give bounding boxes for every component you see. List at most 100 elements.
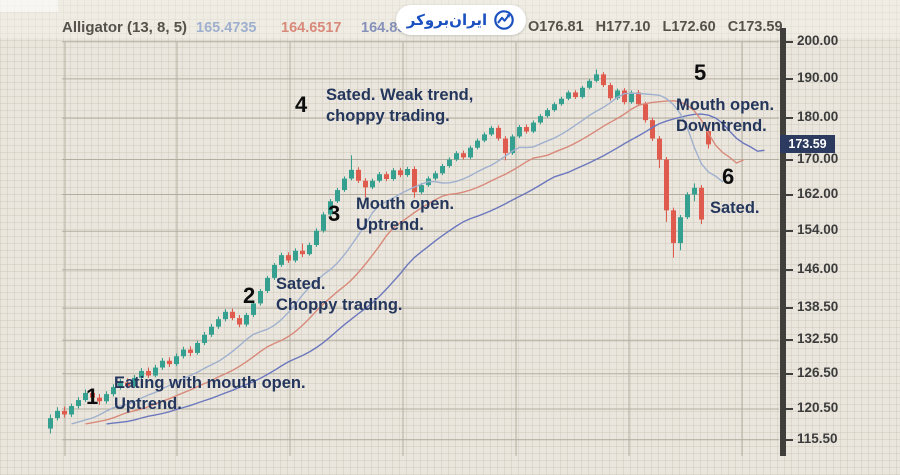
candle-down bbox=[62, 410, 67, 415]
candle-up bbox=[335, 190, 340, 202]
candle-down bbox=[601, 74, 606, 86]
candle-up bbox=[265, 277, 270, 292]
candle-up bbox=[132, 377, 137, 386]
candle-up bbox=[181, 349, 186, 357]
candle-up bbox=[104, 394, 109, 402]
annotation-number-5: 5 bbox=[694, 60, 707, 85]
candle-up bbox=[76, 400, 81, 407]
annotation-text-5: Mouth open. Downtrend. bbox=[676, 96, 775, 135]
candle-down bbox=[90, 392, 95, 398]
candle-up bbox=[454, 153, 459, 160]
axis-tick bbox=[786, 438, 793, 441]
annotation-text-1: Eating with mouth open. Uptrend. bbox=[114, 374, 306, 413]
candle-up bbox=[202, 334, 207, 343]
candle-up bbox=[615, 90, 620, 99]
candle-down bbox=[384, 174, 389, 180]
candle-down bbox=[503, 138, 508, 154]
annotation-number-1: 1 bbox=[86, 384, 99, 409]
candle-down bbox=[125, 382, 130, 386]
candle-down bbox=[524, 127, 529, 132]
candle-down bbox=[664, 159, 669, 211]
candle-down bbox=[706, 131, 711, 145]
candle-up bbox=[433, 173, 438, 179]
broker-logo: ایران‌بروکر bbox=[396, 5, 526, 35]
annotation-number-3: 3 bbox=[328, 201, 341, 226]
candle-down bbox=[636, 92, 641, 105]
axis-price-label: 154.00 bbox=[797, 222, 839, 238]
candle-down bbox=[146, 370, 151, 376]
axis-tick bbox=[786, 307, 793, 310]
alligator-teeth-line bbox=[85, 99, 744, 425]
candle-down bbox=[650, 120, 655, 139]
alligator-lips-line bbox=[71, 92, 731, 425]
candle-up bbox=[349, 169, 354, 179]
annotation-text-3: Mouth open. Uptrend. bbox=[356, 195, 455, 234]
candle-down bbox=[398, 170, 403, 176]
candle-up bbox=[629, 92, 634, 103]
candle-up bbox=[440, 165, 445, 174]
candle-up bbox=[160, 360, 165, 368]
candle-up bbox=[293, 250, 298, 261]
candle-up bbox=[580, 87, 585, 98]
candle-down bbox=[356, 169, 361, 181]
candle-down bbox=[573, 92, 578, 98]
candle-up bbox=[83, 392, 88, 401]
annotation-number-2: 2 bbox=[243, 283, 256, 308]
axis-tick bbox=[786, 193, 793, 196]
axis-tick bbox=[786, 230, 793, 233]
candle-up bbox=[482, 134, 487, 141]
price-axis-bar[interactable] bbox=[780, 28, 786, 456]
candle-up bbox=[209, 326, 214, 335]
candle-up bbox=[118, 382, 123, 388]
annotation-text-4: Sated. Weak trend, choppy trading. bbox=[326, 86, 474, 125]
candle-up bbox=[587, 80, 592, 88]
axis-tick bbox=[786, 339, 793, 342]
candle-up bbox=[251, 303, 256, 315]
axis-price-label: 170.00 bbox=[797, 150, 839, 166]
candle-down bbox=[363, 180, 368, 188]
candle-up bbox=[447, 159, 452, 166]
annotation-number-6: 6 bbox=[722, 164, 735, 189]
high-value: H177.10 bbox=[595, 19, 651, 35]
candle-up bbox=[153, 367, 158, 376]
axis-price-label: 120.50 bbox=[797, 400, 839, 416]
axis-tick bbox=[786, 158, 793, 161]
candle-down bbox=[699, 187, 704, 220]
candle-up bbox=[692, 187, 697, 195]
candle-up bbox=[510, 136, 515, 154]
candle-down bbox=[657, 138, 662, 160]
ohlc-readout: O176.81 H177.10 L172.60 C173.59 bbox=[528, 19, 783, 35]
candle-up bbox=[328, 201, 333, 215]
annotation-text-6: Sated. bbox=[710, 199, 760, 217]
indicator-value-teeth: 164.6517 bbox=[281, 20, 342, 36]
last-price-badge: 173.59 bbox=[780, 135, 835, 154]
candle-up bbox=[314, 230, 319, 245]
candle-up bbox=[566, 92, 571, 99]
axis-price-label: 115.50 bbox=[797, 430, 838, 446]
axis-price-label: 162.00 bbox=[797, 185, 839, 201]
candle-down bbox=[286, 255, 291, 261]
axis-price-label: 180.00 bbox=[797, 109, 839, 125]
candle-up bbox=[195, 342, 200, 353]
candle-up bbox=[517, 127, 522, 137]
candle-up bbox=[594, 74, 599, 81]
candle-down bbox=[643, 104, 648, 121]
top-left-highlight bbox=[0, 0, 58, 12]
indicator-value-lips: 164.85 bbox=[361, 20, 406, 36]
candle-up bbox=[55, 410, 60, 419]
candle-up bbox=[559, 98, 564, 105]
candle-up bbox=[272, 264, 277, 278]
axis-price-label: 190.00 bbox=[797, 69, 839, 85]
candle-down bbox=[230, 311, 235, 319]
candle-up bbox=[552, 104, 557, 111]
indicator-legend-title[interactable]: Alligator (13, 8, 5) bbox=[62, 19, 188, 36]
candle-up bbox=[342, 178, 347, 191]
candle-up bbox=[685, 194, 690, 218]
candle-down bbox=[237, 318, 242, 325]
axis-tick bbox=[786, 40, 793, 43]
candle-up bbox=[468, 147, 473, 158]
axis-tick bbox=[786, 268, 793, 271]
candle-down bbox=[97, 397, 102, 402]
axis-price-label: 126.50 bbox=[797, 364, 839, 380]
